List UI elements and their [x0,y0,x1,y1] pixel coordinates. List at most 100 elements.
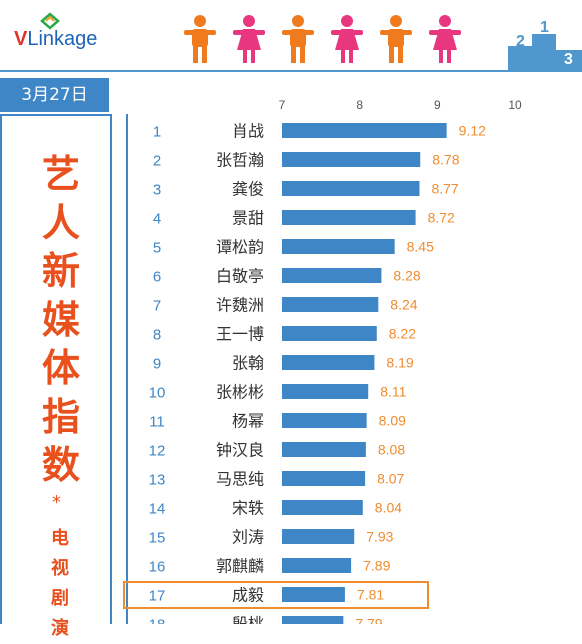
rank-label: 11 [149,414,165,431]
rank-label: 2 [153,153,161,170]
bar [282,413,367,428]
logo-mark-icon [40,12,60,30]
value-label: 9.12 [459,123,486,139]
x-tick-label: 8 [356,98,363,112]
title-char: 体 [41,346,80,390]
category-label: 白敬亭 [216,267,264,286]
male-figure-icon [282,15,314,63]
rank-label: 6 [153,269,161,286]
header-divider [0,70,582,72]
value-label: 8.08 [378,442,405,458]
title-char: 数 [41,443,80,487]
podium-number: 2 [516,33,525,50]
vertical-subtitle: 电视剧演 [44,524,76,644]
vlinkage-logo: VLinkage [14,28,97,51]
value-label: 8.72 [428,210,455,226]
value-label: 8.04 [375,500,402,516]
bar [282,558,352,573]
value-label: 8.19 [386,355,413,371]
vertical-title: 艺人新媒体指数 [36,150,86,490]
value-label: 8.28 [393,268,420,284]
bar [282,239,395,254]
highlight-box-rank-17 [123,581,429,609]
logo-v: V [14,28,28,50]
category-label: 成毅 [232,586,264,605]
title-char: 媒 [41,297,80,342]
sidebar [0,72,127,624]
panel-divider [126,114,128,624]
bar [282,529,355,544]
rank-label: 14 [149,501,166,518]
rank-label: 1 [153,124,161,141]
category-label: 殷桃 [232,615,264,625]
rank-label: 7 [153,298,161,315]
category-label: 谭松韵 [216,238,264,257]
x-tick-label: 10 [508,98,522,112]
rank-label: 17 [149,588,166,605]
podium-number: 3 [564,51,573,68]
value-label: 7.81 [357,587,384,603]
rank-label: 13 [149,472,166,489]
bar [282,587,345,602]
category-label: 张彬彬 [216,383,264,402]
ranking-bar-chart: 7 8 9 10 1 肖战 9.12 2 张哲瀚 8.78 3 龚俊 8.77 4 景甜 8.72 5 谭松韵 8.… [149,98,522,625]
female-figure-icon [331,15,363,63]
bar [282,210,416,225]
value-label: 8.09 [379,413,406,429]
bar [282,152,421,167]
male-figure-icon [380,15,412,63]
rank-label: 12 [149,443,166,460]
title-char: 艺 [41,152,80,196]
male-figure-icon [184,15,216,63]
rank-label: 15 [149,530,166,547]
category-label: 马思纯 [216,470,264,489]
rank-label: 9 [153,356,161,373]
category-label: 景甜 [232,209,264,228]
podium-icon: 213 [508,19,582,72]
value-label: 8.07 [377,471,404,487]
bar [282,181,420,196]
title-char: 新 [41,249,80,293]
logo-text: Linkage [27,28,98,50]
value-label: 7.79 [355,616,382,625]
podium-shape [508,34,582,72]
subtitle-char: 视 [51,558,69,579]
title-char: 人 [41,200,80,245]
title-panel [0,114,112,624]
rank-label: 3 [153,182,161,199]
category-label: 宋轶 [232,499,264,518]
bar [282,123,447,138]
bar [282,297,379,312]
bar [282,355,375,370]
x-tick-label: 9 [434,98,441,112]
people-figures [184,15,461,63]
subtitle-char: 剧 [51,588,69,609]
bar [282,500,363,515]
rank-label: 10 [149,385,166,402]
title-asterisk: * [52,492,61,513]
rank-label: 5 [153,240,161,257]
value-label: 8.22 [389,326,416,342]
female-figure-icon [429,15,461,63]
category-label: 许魏洲 [216,296,264,315]
rank-label: 8 [153,327,161,344]
subtitle-char: 电 [51,528,69,549]
value-label: 7.93 [366,529,393,545]
bar [282,326,377,341]
category-label: 张翰 [232,354,264,373]
subtitle-char: 演 [51,618,69,639]
category-label: 张哲瀚 [216,151,264,170]
category-label: 郭麒麟 [216,557,264,576]
bar [282,471,366,486]
category-label: 杨幂 [232,412,264,431]
date-badge: 3月27日 [0,78,109,112]
bar [282,268,382,283]
value-label: 8.11 [380,384,406,400]
rank-label: 4 [153,211,161,228]
category-label: 钟汉良 [216,441,264,460]
female-figure-icon [233,15,265,63]
category-label: 王一博 [216,325,264,344]
podium-number: 1 [540,19,549,36]
category-label: 肖战 [232,122,264,141]
